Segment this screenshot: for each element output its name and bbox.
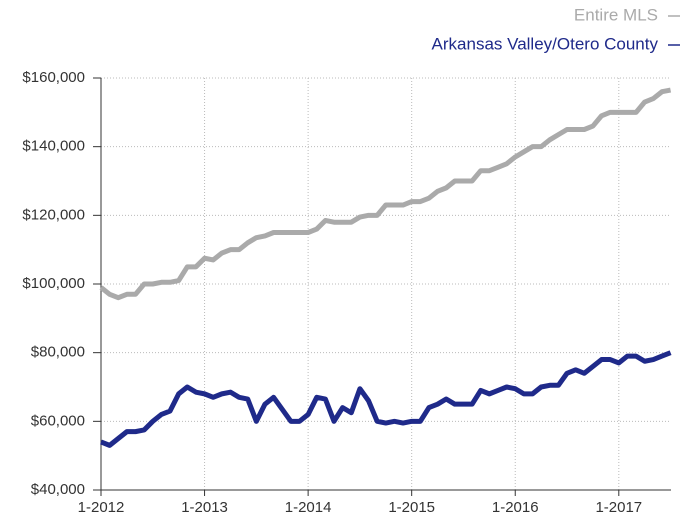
series-line (100, 350, 672, 448)
x-tick-label: 1-2015 (388, 499, 435, 516)
x-tick-label: 1-2012 (78, 499, 125, 516)
x-tick-label: 1-2014 (285, 499, 332, 516)
y-tick-label: $100,000 (22, 275, 85, 292)
y-tick-label: $140,000 (22, 138, 85, 155)
series-line (99, 87, 672, 301)
y-tick-label: $40,000 (31, 481, 85, 498)
x-tick-label: 1-2013 (181, 499, 228, 516)
y-tick-label: $60,000 (31, 412, 85, 429)
x-tick-label: 1-2017 (595, 499, 642, 516)
x-tick-label: 1-2016 (492, 499, 539, 516)
y-tick-label: $160,000 (22, 69, 85, 86)
legend-label: Entire MLS (574, 5, 658, 24)
y-tick-label: $120,000 (22, 206, 85, 223)
y-tick-label: $80,000 (31, 344, 85, 361)
legend-label: Arkansas Valley/Otero County (432, 34, 659, 53)
